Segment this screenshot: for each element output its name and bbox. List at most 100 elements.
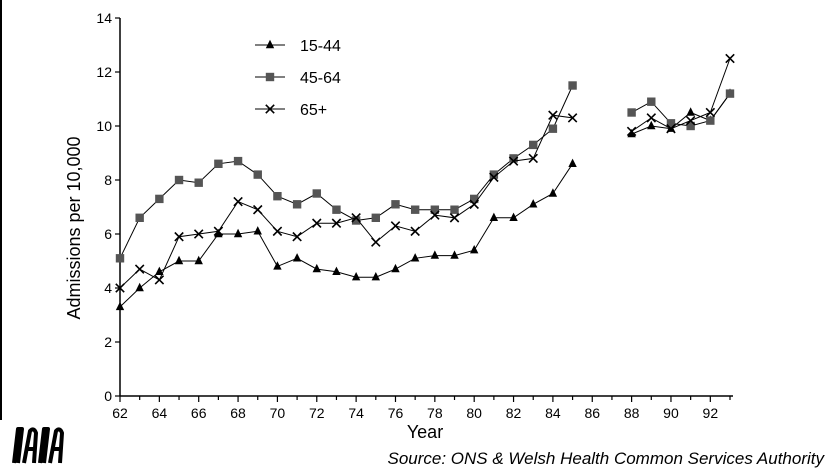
data-point-triangle (233, 228, 243, 238)
data-point-square (351, 216, 361, 225)
data-point-triangle (253, 226, 262, 235)
data-point-x (666, 123, 676, 134)
x-tick-label: 66 (191, 405, 207, 421)
x-tick-label: 78 (427, 405, 443, 421)
data-point-square (253, 170, 262, 179)
y-tick-label: 10 (96, 118, 112, 134)
data-point-triangle (273, 261, 282, 270)
data-point-square (391, 200, 400, 209)
data-point-x (528, 153, 538, 164)
x-ticks: 62 64 66 68 70 72 74 76 78 80 82 84 86 88 90 92 (112, 396, 731, 421)
x-tick-label: 84 (545, 405, 561, 421)
data-point-x (626, 126, 637, 137)
data-point-x (685, 115, 696, 126)
data-point-triangle (469, 245, 479, 254)
legend-label: 45-64 (300, 70, 341, 87)
data-point-triangle (450, 250, 459, 259)
data-point-triangle (292, 253, 302, 262)
iaia-logo (12, 427, 64, 464)
data-point-square (509, 154, 518, 163)
data-point-triangle (332, 266, 341, 275)
data-point-square (194, 178, 203, 187)
data-point-square (115, 254, 125, 263)
data-point-square (568, 81, 577, 90)
data-point-square (312, 189, 321, 198)
x-tick-label: 86 (584, 405, 600, 421)
y-tick-label: 0 (104, 388, 112, 404)
data-point-triangle (489, 212, 499, 221)
data-point-triangle (371, 272, 381, 281)
legend-item: 45-64 (255, 70, 341, 87)
data-point-square (371, 213, 381, 222)
x-tick-label: 92 (703, 405, 719, 421)
y-tick-label: 4 (104, 280, 112, 296)
data-point-x (508, 156, 519, 166)
data-point-square (265, 72, 275, 82)
data-point-square (686, 121, 695, 131)
data-point-x (174, 231, 184, 242)
x-tick-label: 82 (506, 405, 522, 421)
y-axis-label: Admissions per 10,000 (64, 136, 84, 319)
data-point-triangle (115, 301, 125, 311)
data-point-x (548, 110, 558, 120)
data-point-x (213, 226, 224, 237)
data-point-x (134, 264, 145, 274)
data-point-square (450, 205, 459, 214)
data-point-square (548, 124, 558, 133)
data-point-triangle (155, 266, 164, 275)
data-point-triangle (312, 263, 321, 273)
series-line (119, 114, 573, 289)
x-axis-label: Year (407, 422, 443, 442)
data-point-square (469, 194, 479, 204)
y-tick-label: 6 (104, 226, 112, 242)
data-point-square (647, 97, 656, 106)
x-tick-label: 62 (112, 405, 128, 421)
x-tick-label: 70 (270, 405, 286, 421)
data-point-triangle (214, 228, 223, 238)
data-point-x (351, 213, 361, 223)
x-tick-label: 88 (624, 405, 640, 421)
data-point-x (292, 231, 302, 242)
data-point-square (332, 205, 341, 214)
data-point-x (469, 199, 479, 210)
data-point-triangle (686, 107, 695, 116)
data-point-square (174, 175, 184, 185)
legend-label: 15-44 (300, 38, 341, 55)
series-layer (115, 53, 735, 311)
x-tick-label: 64 (152, 405, 168, 421)
data-point-x (410, 226, 420, 237)
data-point-square (410, 205, 420, 214)
series-line (119, 163, 573, 308)
data-point-triangle (135, 282, 144, 292)
x-tick-label: 80 (466, 405, 482, 421)
data-point-x (265, 104, 275, 114)
data-point-square (214, 159, 223, 168)
legend-item: 65+ (255, 102, 327, 119)
data-point-square (273, 192, 282, 201)
data-point-triangle (568, 158, 577, 167)
series-line (119, 85, 574, 259)
data-point-triangle (627, 128, 636, 138)
legend: 15-44 45-64 65+ (255, 38, 341, 119)
data-point-triangle (174, 255, 184, 265)
data-point-square (135, 213, 144, 222)
data-point-x (705, 107, 716, 118)
legend-label: 65+ (300, 102, 327, 119)
x-tick-label: 76 (388, 405, 404, 421)
data-point-triangle (529, 199, 538, 208)
series-15-44 (115, 88, 735, 311)
data-point-square (430, 205, 440, 214)
data-point-triangle (548, 188, 558, 197)
data-point-x (489, 172, 499, 183)
x-tick-label: 68 (230, 405, 246, 421)
data-point-triangle (430, 250, 440, 259)
data-point-x (115, 283, 125, 293)
y-tick-label: 12 (96, 64, 112, 80)
data-point-triangle (194, 255, 203, 265)
source-note: Source: ONS & Welsh Health Common Servic… (387, 449, 825, 468)
series-65+ (115, 53, 735, 293)
data-point-x (430, 210, 440, 220)
x-tick-label: 72 (309, 405, 325, 421)
